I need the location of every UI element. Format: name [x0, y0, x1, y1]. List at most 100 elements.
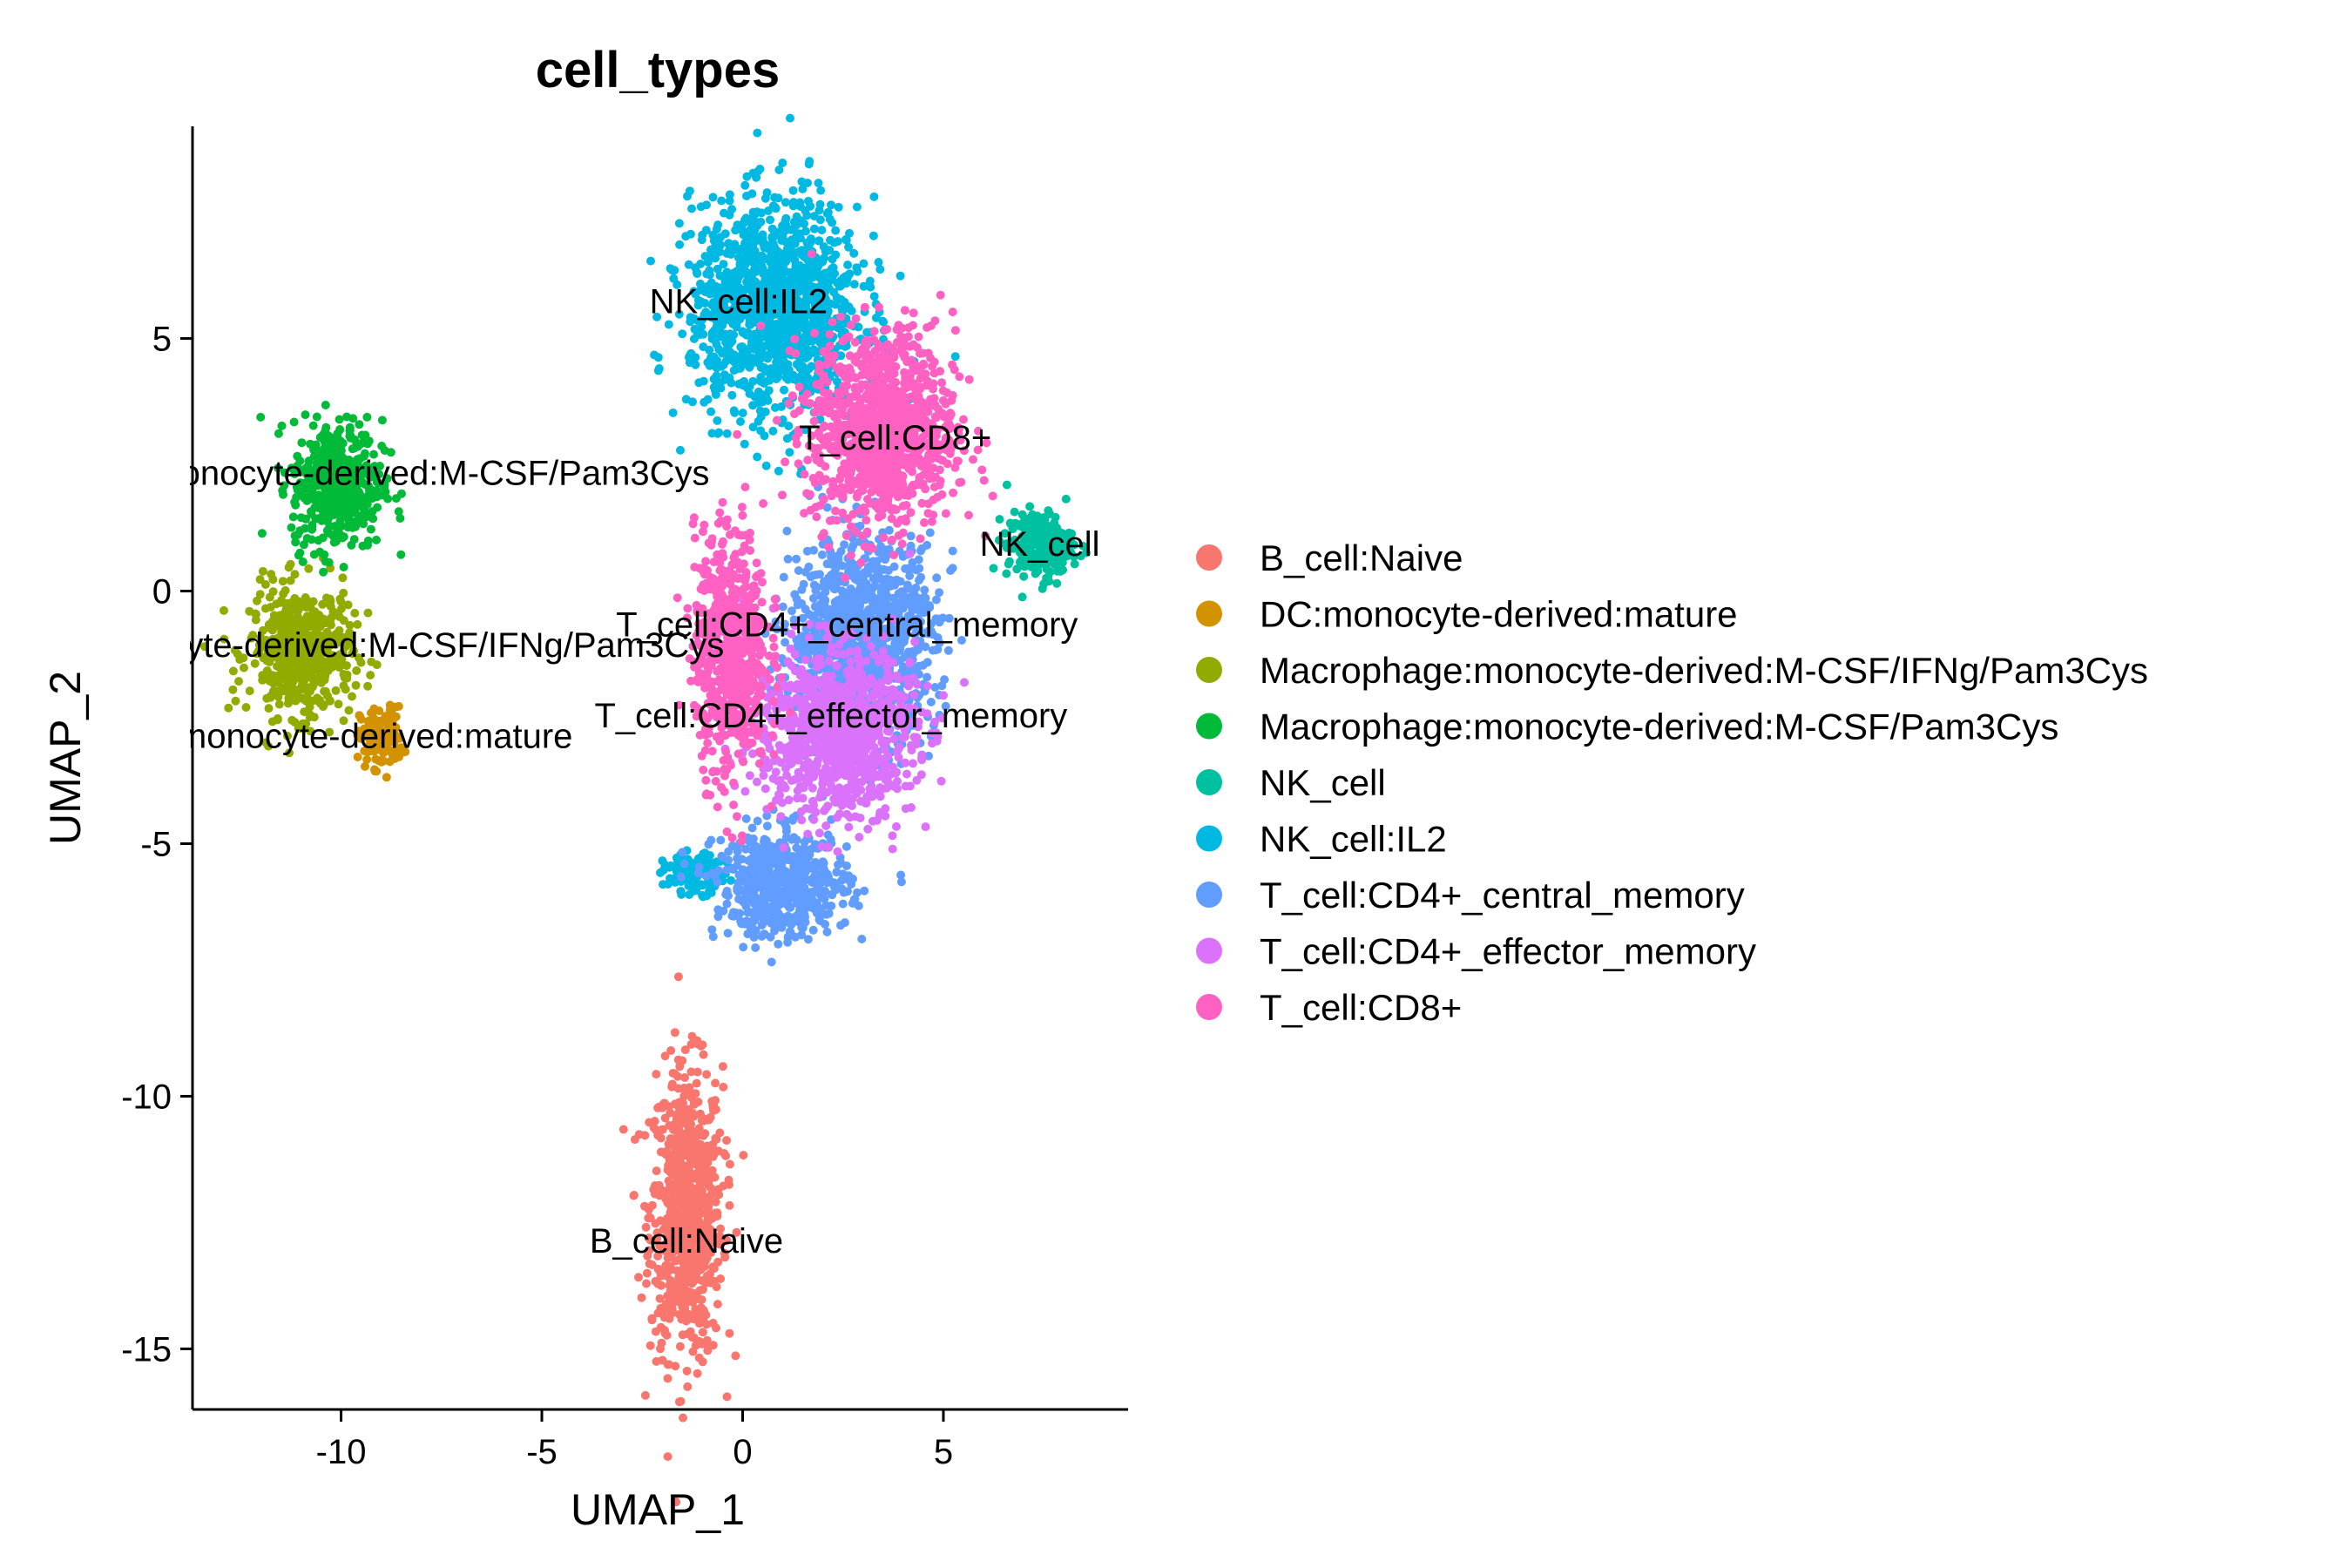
data-point [903, 583, 913, 592]
data-point [262, 693, 272, 703]
data-point [788, 373, 798, 382]
data-point [760, 193, 770, 203]
data-point [240, 663, 248, 672]
data-point [693, 1369, 702, 1378]
data-point [771, 204, 781, 213]
data-point [683, 1112, 693, 1122]
data-point [664, 320, 673, 329]
data-point [707, 925, 717, 935]
data-point [725, 196, 734, 206]
data-point [351, 680, 361, 690]
data-point [738, 328, 747, 337]
series-b-cell-naive [618, 972, 748, 1507]
data-point [849, 248, 859, 258]
data-point [713, 1208, 722, 1218]
data-point [706, 1278, 715, 1288]
data-point [321, 401, 330, 409]
data-point [1019, 571, 1029, 581]
data-point [699, 1191, 708, 1200]
data-point [792, 594, 801, 604]
data-point [699, 1116, 708, 1125]
data-point [811, 585, 821, 595]
data-point [768, 328, 778, 338]
data-point [682, 1366, 692, 1375]
data-point [733, 273, 741, 282]
data-point [675, 1209, 685, 1219]
data-point [644, 1233, 653, 1243]
data-point [702, 1249, 712, 1259]
data-point [838, 899, 848, 909]
data-point [877, 564, 887, 574]
data-point [785, 448, 794, 457]
data-point [656, 1133, 666, 1143]
data-point [804, 196, 813, 206]
data-point [756, 373, 766, 382]
data-point [667, 1082, 677, 1092]
data-point [690, 1099, 699, 1109]
data-point [355, 420, 364, 429]
data-point [855, 591, 864, 601]
data-point [231, 696, 240, 706]
data-point [748, 376, 758, 386]
data-point [739, 230, 748, 240]
data-point [652, 1234, 662, 1244]
data-point [339, 532, 348, 542]
data-point [836, 546, 846, 556]
data-point [780, 385, 788, 395]
data-point [943, 645, 953, 655]
data-point [1027, 562, 1037, 571]
data-point [653, 1252, 663, 1260]
data-point [801, 206, 810, 215]
data-point [647, 1260, 657, 1269]
data-point [675, 1198, 685, 1207]
data-point [852, 263, 862, 273]
data-point [679, 1167, 689, 1177]
data-point [659, 1098, 669, 1108]
data-point [720, 347, 729, 356]
data-point [280, 585, 290, 595]
data-point [870, 581, 880, 591]
data-point [685, 186, 694, 196]
data-point [716, 1224, 726, 1233]
data-point [294, 614, 304, 624]
data-point [684, 1191, 693, 1200]
data-point [821, 247, 830, 256]
data-point [782, 526, 792, 536]
data-point [719, 1082, 728, 1092]
data-point [361, 430, 370, 440]
data-point [836, 294, 846, 304]
data-point [804, 646, 814, 656]
data-point [786, 113, 794, 123]
data-point [348, 523, 357, 532]
data-point [362, 412, 372, 422]
data-point [950, 352, 960, 362]
data-point [241, 703, 251, 712]
data-point [679, 1084, 688, 1093]
data-point [787, 235, 797, 245]
data-point [344, 706, 354, 715]
data-point [693, 269, 702, 279]
data-point [726, 329, 735, 339]
data-point [827, 200, 835, 210]
data-point [920, 585, 929, 595]
data-point [220, 605, 228, 615]
data-point [308, 682, 317, 692]
data-point [704, 853, 713, 862]
data-point [708, 193, 718, 202]
data-point [679, 1413, 687, 1423]
data-point [281, 599, 291, 609]
data-point [706, 1239, 715, 1248]
data-point [723, 929, 733, 938]
data-point [753, 816, 762, 826]
data-point [676, 445, 685, 455]
data-point [704, 1216, 713, 1226]
data-point [308, 421, 318, 430]
data-point [674, 219, 684, 228]
data-point [843, 260, 853, 270]
data-point [937, 681, 947, 691]
data-point [642, 1279, 651, 1288]
data-point [774, 335, 783, 345]
data-point [729, 406, 739, 416]
data-point [342, 412, 351, 422]
data-point [703, 1206, 713, 1216]
